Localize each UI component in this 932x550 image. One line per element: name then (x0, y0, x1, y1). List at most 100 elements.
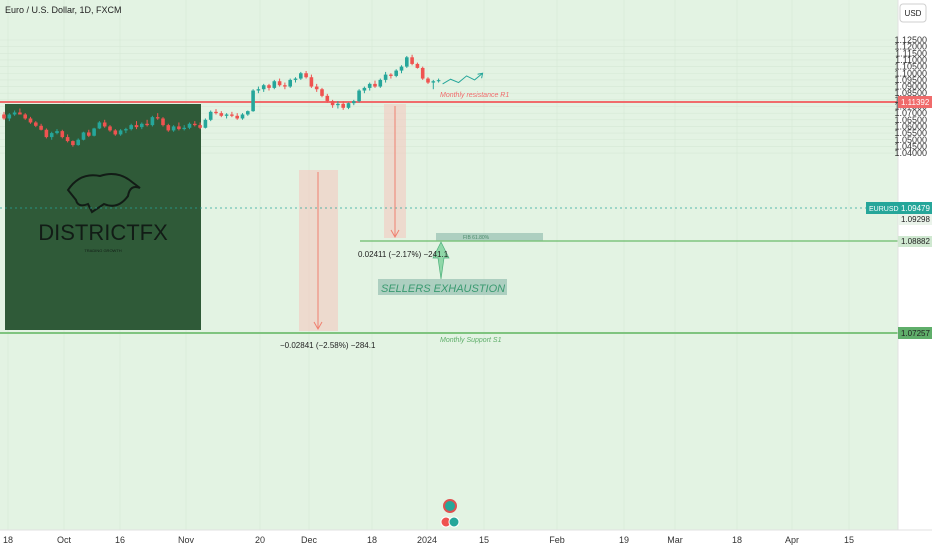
currency-button[interactable] (899, 3, 927, 23)
candle-body (23, 114, 27, 119)
candle[interactable] (346, 102, 351, 110)
event-marker-icon[interactable] (448, 516, 460, 528)
candle[interactable] (230, 111, 234, 118)
bull-icon (66, 173, 141, 214)
candle[interactable] (118, 129, 123, 136)
candle[interactable] (198, 122, 202, 130)
candle[interactable] (394, 69, 398, 78)
candle[interactable] (55, 129, 59, 135)
candle[interactable] (420, 66, 425, 80)
candle[interactable] (49, 131, 54, 140)
candle[interactable] (214, 109, 218, 115)
candle[interactable] (367, 82, 372, 91)
candle[interactable] (341, 101, 345, 110)
candle[interactable] (283, 82, 287, 90)
candle[interactable] (219, 111, 224, 118)
candle[interactable] (87, 129, 91, 138)
candle[interactable] (39, 123, 43, 131)
candle[interactable] (71, 140, 75, 147)
candle[interactable] (60, 129, 65, 139)
candle[interactable] (405, 55, 409, 68)
candle[interactable] (325, 93, 330, 103)
candle[interactable] (76, 138, 80, 146)
candle-body (373, 83, 377, 87)
candle[interactable] (389, 73, 393, 79)
candle[interactable] (309, 74, 314, 88)
candle[interactable] (65, 134, 70, 143)
candle[interactable] (256, 86, 261, 94)
candle[interactable] (129, 123, 133, 131)
y-tick-label: 1.10500 (894, 62, 927, 72)
x-tick-label: Feb (549, 535, 565, 545)
event-icons[interactable] (440, 499, 460, 528)
candle[interactable] (235, 113, 239, 120)
candle[interactable] (203, 118, 208, 129)
candle[interactable] (378, 78, 383, 88)
candle[interactable] (113, 129, 118, 136)
candle[interactable] (267, 83, 271, 91)
candle[interactable] (336, 101, 340, 109)
candle[interactable] (415, 62, 420, 69)
candle[interactable] (134, 121, 139, 130)
candle[interactable] (288, 78, 292, 88)
candle[interactable] (193, 121, 197, 127)
candle[interactable] (357, 89, 361, 103)
x-tick-label: 18 (367, 535, 377, 545)
time-axis[interactable]: 18 Oct 16 Nov 20 Dec 18 2024 15 Feb 19 Mar 18 Apr 15 (3, 535, 854, 545)
candle[interactable] (177, 122, 181, 131)
candle[interactable] (208, 110, 213, 122)
candle[interactable] (124, 127, 128, 134)
candle[interactable] (108, 125, 112, 132)
candle[interactable] (251, 89, 255, 112)
event-marker-icon[interactable] (443, 499, 457, 513)
candle[interactable] (18, 108, 22, 115)
candle[interactable] (272, 79, 277, 90)
candle[interactable] (383, 71, 388, 83)
candle[interactable] (155, 113, 160, 120)
candle[interactable] (23, 113, 27, 120)
candle[interactable] (246, 110, 250, 116)
candle[interactable] (34, 121, 38, 128)
candle[interactable] (277, 78, 282, 87)
candle[interactable] (2, 111, 6, 120)
candle[interactable] (352, 99, 356, 106)
candle[interactable] (261, 83, 266, 92)
candle[interactable] (436, 78, 441, 83)
candle[interactable] (171, 125, 176, 132)
candle[interactable] (161, 117, 165, 127)
candle[interactable] (102, 119, 107, 128)
candle[interactable] (304, 70, 308, 79)
candle[interactable] (182, 125, 186, 131)
candle[interactable] (81, 131, 86, 141)
candle[interactable] (240, 113, 245, 120)
candle-body (362, 87, 367, 91)
candle[interactable] (224, 113, 229, 119)
candle[interactable] (431, 79, 436, 90)
candle[interactable] (314, 83, 319, 92)
candle[interactable] (92, 127, 96, 137)
candle[interactable] (97, 121, 102, 130)
candle[interactable] (426, 77, 430, 84)
candle[interactable] (28, 116, 33, 124)
candle[interactable] (320, 87, 324, 98)
candle[interactable] (140, 122, 144, 130)
candle[interactable] (12, 110, 17, 116)
candle[interactable] (44, 128, 49, 139)
candle[interactable] (7, 113, 12, 122)
candle[interactable] (373, 80, 377, 88)
candle[interactable] (410, 54, 414, 66)
candle[interactable] (330, 99, 335, 108)
candle[interactable] (293, 77, 298, 83)
candle[interactable] (299, 71, 303, 80)
candle[interactable] (187, 122, 192, 130)
x-tick-label: 18 (732, 535, 742, 545)
candle-body (420, 67, 425, 79)
candle[interactable] (166, 123, 171, 132)
currency-button-label[interactable]: USD (905, 9, 922, 18)
candle[interactable] (145, 119, 149, 127)
candle[interactable] (362, 86, 367, 94)
candle[interactable] (399, 65, 404, 74)
drop2-arrow (390, 106, 400, 239)
candle[interactable] (150, 115, 155, 127)
